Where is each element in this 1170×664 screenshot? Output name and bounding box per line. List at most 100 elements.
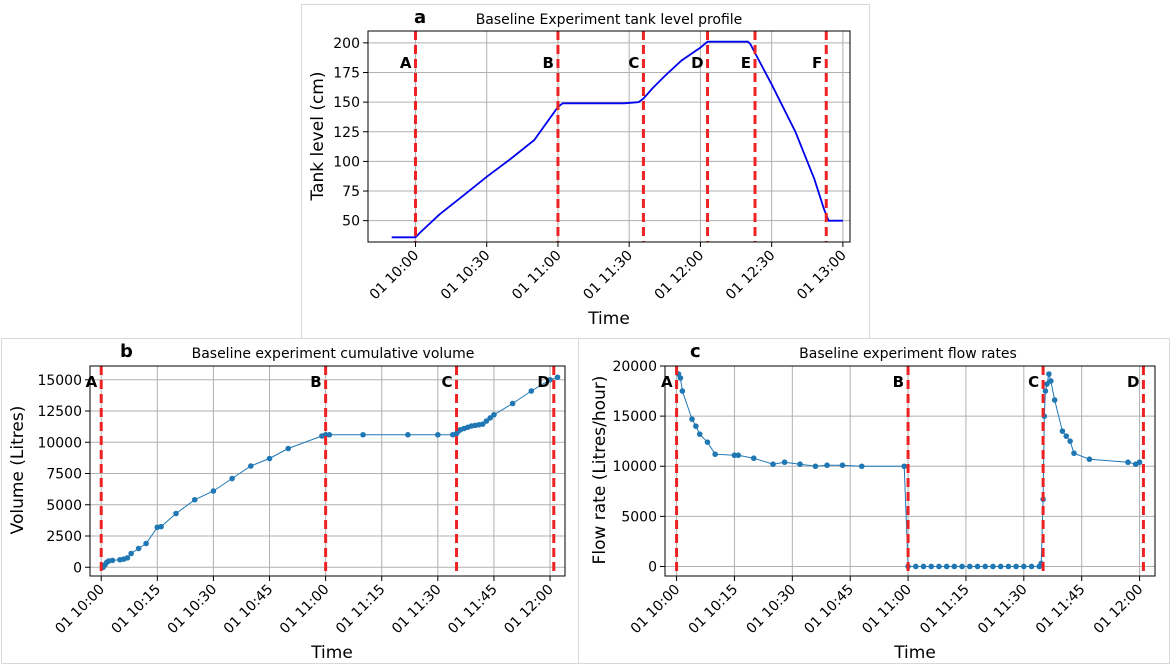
data-point xyxy=(1136,459,1143,466)
event-marker-label: B xyxy=(893,373,904,391)
x-tick-label: 01 10:45 xyxy=(801,582,857,638)
y-tick-label: 0 xyxy=(73,560,82,576)
panel-b-letter: b xyxy=(120,341,133,362)
data-point xyxy=(936,563,942,570)
panel-c-letter: c xyxy=(690,341,701,362)
data-point xyxy=(248,463,254,469)
data-point xyxy=(959,563,965,570)
data-point xyxy=(509,400,516,407)
x-tick-label: 01 10:15 xyxy=(686,582,742,638)
data-point xyxy=(704,439,711,445)
panel-a-frame xyxy=(301,4,870,340)
data-point xyxy=(731,452,738,459)
data-point xyxy=(109,557,116,564)
data-point xyxy=(173,510,179,517)
data-point xyxy=(1044,381,1050,387)
data-point xyxy=(326,431,333,438)
x-tick-label: 01 11:45 xyxy=(445,582,501,638)
data-point xyxy=(735,452,742,459)
y-tick-label: 10000 xyxy=(612,459,657,475)
x-tick-label: 01 11:30 xyxy=(580,248,636,304)
y-tick-label: 200 xyxy=(333,36,360,52)
panel-b-frame xyxy=(1,338,579,664)
data-point xyxy=(360,431,366,438)
data-point xyxy=(943,563,950,570)
data-point xyxy=(824,462,830,469)
data-point xyxy=(928,563,935,570)
data-point xyxy=(143,540,149,547)
data-point xyxy=(124,555,131,561)
data-point xyxy=(901,463,908,470)
data-point xyxy=(1005,563,1012,570)
data-point xyxy=(997,563,1004,570)
data-point xyxy=(135,545,142,552)
data-point xyxy=(528,388,535,394)
data-point xyxy=(770,461,776,468)
y-tick-label: 50 xyxy=(342,214,360,230)
x-axis-label: Time xyxy=(587,309,630,329)
y-tick-label: 15000 xyxy=(37,373,82,389)
data-point xyxy=(1042,388,1049,394)
data-point xyxy=(967,563,973,570)
data-point xyxy=(128,550,134,557)
x-tick-label: 01 11:00 xyxy=(859,582,915,638)
event-marker-label: D xyxy=(691,54,703,72)
y-axis-label: Flow rate (Litres/hour) xyxy=(590,376,610,565)
y-tick-label: 5000 xyxy=(621,509,657,525)
event-marker-label: F xyxy=(812,54,822,72)
x-tick-label: 01 11:15 xyxy=(917,582,973,638)
data-point xyxy=(1059,428,1066,434)
event-marker-label: A xyxy=(400,54,412,72)
data-point xyxy=(677,375,684,381)
event-marker-label: D xyxy=(1127,373,1139,391)
x-tick-label: 01 10:30 xyxy=(438,248,494,304)
chart-cumulative-volume: 01 10:00 01 10:15 01 10:30 01 10:45 01 11:00… xyxy=(8,346,566,663)
data-point xyxy=(191,496,198,503)
chart-title: Baseline Experiment tank level profile xyxy=(476,12,743,28)
data-point xyxy=(266,455,273,462)
data-point xyxy=(229,475,235,482)
event-marker-label: D xyxy=(537,373,549,391)
x-tick-label: 01 10:00 xyxy=(367,248,423,304)
y-tick-label: 10000 xyxy=(37,435,82,451)
y-tick-label: 125 xyxy=(333,125,360,141)
data-point xyxy=(1046,371,1052,377)
data-point xyxy=(285,445,292,452)
x-tick-label: 01 12:30 xyxy=(723,248,779,304)
x-tick-label: 01 10:00 xyxy=(52,582,108,638)
x-tick-label: 01 11:45 xyxy=(1033,582,1089,638)
event-marker-label: A xyxy=(86,373,98,391)
data-point xyxy=(1125,459,1131,466)
data-point xyxy=(812,463,819,470)
x-tick-label: 01 13:00 xyxy=(794,248,850,304)
series-line xyxy=(391,40,843,239)
x-tick-label: 01 10:30 xyxy=(744,582,800,638)
event-marker-label: B xyxy=(310,373,321,391)
data-point xyxy=(491,411,497,418)
event-marker-label: C xyxy=(1028,373,1039,391)
data-point xyxy=(1013,563,1019,570)
data-point xyxy=(1051,397,1058,403)
x-tick-label: 01 11:00 xyxy=(509,248,565,304)
data-point xyxy=(487,415,493,421)
y-tick-label: 175 xyxy=(333,65,360,81)
y-tick-label: 2500 xyxy=(46,529,82,545)
event-marker-label: E xyxy=(741,54,751,72)
series-line xyxy=(102,376,558,568)
event-marker-label: C xyxy=(442,373,453,391)
data-point xyxy=(982,563,989,570)
chart-title: Baseline experiment flow rates xyxy=(799,346,1017,362)
x-tick-label: 01 11:30 xyxy=(975,582,1031,638)
x-tick-label: 01 11:00 xyxy=(277,582,333,638)
plot-frame xyxy=(367,30,851,243)
data-point xyxy=(479,421,486,427)
y-axis-label: Volume (Litres) xyxy=(8,406,28,535)
x-tick-label: 01 12:00 xyxy=(652,248,708,304)
x-tick-label: 01 10:30 xyxy=(165,582,221,638)
data-point xyxy=(435,431,441,438)
x-tick-label: 01 12:00 xyxy=(501,582,557,638)
data-point xyxy=(920,563,927,570)
y-tick-label: 75 xyxy=(342,184,360,200)
data-point xyxy=(210,488,217,494)
